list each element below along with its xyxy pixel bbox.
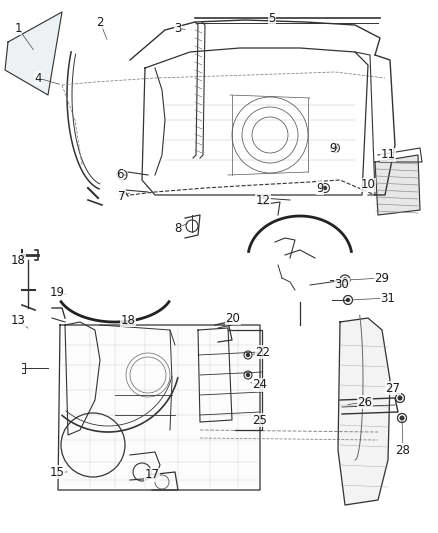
Text: 18: 18 <box>120 313 135 327</box>
Text: 27: 27 <box>385 382 400 394</box>
Polygon shape <box>375 155 420 215</box>
Text: 29: 29 <box>374 271 389 285</box>
Circle shape <box>247 353 250 357</box>
Text: 5: 5 <box>268 12 276 25</box>
Text: 28: 28 <box>396 443 410 456</box>
Text: 10: 10 <box>360 179 375 191</box>
Circle shape <box>324 187 326 190</box>
Text: 19: 19 <box>49 286 64 298</box>
Text: 11: 11 <box>381 149 396 161</box>
Text: 20: 20 <box>226 311 240 325</box>
Text: 30: 30 <box>335 279 350 292</box>
Text: 4: 4 <box>34 71 42 85</box>
Text: 13: 13 <box>11 313 25 327</box>
Circle shape <box>346 298 350 302</box>
Text: 9: 9 <box>329 141 337 155</box>
Text: 1: 1 <box>14 21 22 35</box>
Text: 9: 9 <box>316 182 324 195</box>
Text: 6: 6 <box>116 168 124 182</box>
Circle shape <box>398 396 402 400</box>
Polygon shape <box>338 318 390 505</box>
Text: 24: 24 <box>252 378 268 392</box>
Text: 12: 12 <box>255 193 271 206</box>
Text: 26: 26 <box>357 395 372 408</box>
Circle shape <box>333 147 336 149</box>
Text: 3: 3 <box>174 21 182 35</box>
Circle shape <box>247 374 250 376</box>
Text: 25: 25 <box>253 414 268 426</box>
Polygon shape <box>5 12 62 95</box>
Polygon shape <box>58 325 260 490</box>
Text: 31: 31 <box>381 292 396 304</box>
Circle shape <box>400 416 404 420</box>
Text: 8: 8 <box>174 222 182 235</box>
Circle shape <box>343 278 347 282</box>
Text: 18: 18 <box>11 254 25 266</box>
Text: 22: 22 <box>255 345 271 359</box>
Text: 15: 15 <box>49 465 64 479</box>
Text: 2: 2 <box>96 15 104 28</box>
Text: 17: 17 <box>145 469 159 481</box>
Text: 7: 7 <box>118 190 126 203</box>
